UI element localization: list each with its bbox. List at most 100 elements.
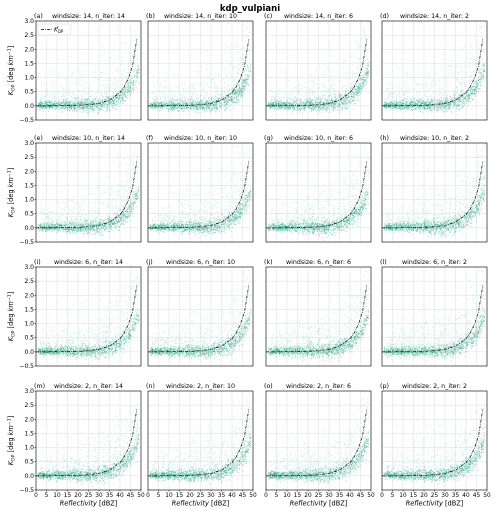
point <box>177 103 179 105</box>
point <box>48 71 50 73</box>
point <box>48 100 50 102</box>
point <box>238 18 239 19</box>
point <box>73 110 75 112</box>
point <box>336 63 338 65</box>
point <box>192 98 194 100</box>
point <box>46 101 48 103</box>
point <box>203 95 205 97</box>
point <box>160 86 162 88</box>
point <box>206 103 208 105</box>
point <box>123 92 125 94</box>
point <box>42 102 44 104</box>
point <box>47 105 49 107</box>
point <box>124 78 126 80</box>
point <box>241 80 244 82</box>
point <box>299 76 301 78</box>
point <box>208 102 210 104</box>
point <box>116 100 118 103</box>
point <box>328 98 330 100</box>
point <box>216 99 218 102</box>
point <box>42 93 44 95</box>
point <box>43 108 46 110</box>
point <box>99 73 101 75</box>
point <box>82 101 84 103</box>
point <box>239 51 241 53</box>
point <box>105 99 107 101</box>
point <box>194 106 196 108</box>
point <box>173 103 175 105</box>
point <box>137 66 139 68</box>
point <box>133 89 135 91</box>
point <box>124 88 126 90</box>
point <box>44 95 46 97</box>
point <box>101 106 103 108</box>
point <box>214 73 216 75</box>
point <box>241 95 243 98</box>
point <box>121 87 123 89</box>
point <box>171 108 174 110</box>
point <box>187 103 189 105</box>
point <box>137 69 139 71</box>
point <box>74 103 76 105</box>
point <box>205 108 208 110</box>
point <box>53 104 55 106</box>
point <box>152 103 154 105</box>
point <box>92 77 94 79</box>
point <box>64 104 66 106</box>
point <box>207 94 209 96</box>
point <box>333 56 335 58</box>
point <box>162 106 164 108</box>
point <box>223 67 225 69</box>
point <box>359 42 361 44</box>
point <box>166 102 168 104</box>
point <box>77 105 79 107</box>
point <box>150 107 152 109</box>
point <box>310 88 312 90</box>
point <box>48 107 50 109</box>
point <box>184 101 186 103</box>
point <box>118 29 120 31</box>
point <box>48 108 50 110</box>
point <box>196 103 198 105</box>
point <box>51 68 53 70</box>
point <box>49 106 51 108</box>
point <box>198 74 200 76</box>
point <box>275 45 277 47</box>
point <box>120 85 122 87</box>
point <box>78 91 80 93</box>
point <box>214 95 216 97</box>
point <box>170 106 172 108</box>
point <box>49 101 51 104</box>
point <box>112 109 114 111</box>
point <box>305 56 307 58</box>
point <box>149 102 151 104</box>
point <box>179 98 181 100</box>
point <box>87 113 89 115</box>
point <box>38 106 40 108</box>
point <box>194 105 196 107</box>
point <box>64 78 66 80</box>
point <box>117 86 119 88</box>
point <box>150 103 152 105</box>
point <box>328 88 330 90</box>
point <box>156 102 158 104</box>
point <box>291 97 293 99</box>
point <box>98 105 100 107</box>
point <box>118 99 120 101</box>
point <box>65 85 67 87</box>
point <box>198 103 200 105</box>
point <box>193 99 195 101</box>
point <box>224 43 226 45</box>
point <box>88 90 90 92</box>
point <box>51 103 54 105</box>
point <box>43 103 45 105</box>
point <box>68 106 70 109</box>
point <box>44 104 46 106</box>
point <box>237 102 239 104</box>
point <box>159 90 161 92</box>
point <box>70 101 72 103</box>
point <box>227 96 229 98</box>
point <box>96 104 99 106</box>
point <box>157 102 159 104</box>
point <box>329 92 331 94</box>
